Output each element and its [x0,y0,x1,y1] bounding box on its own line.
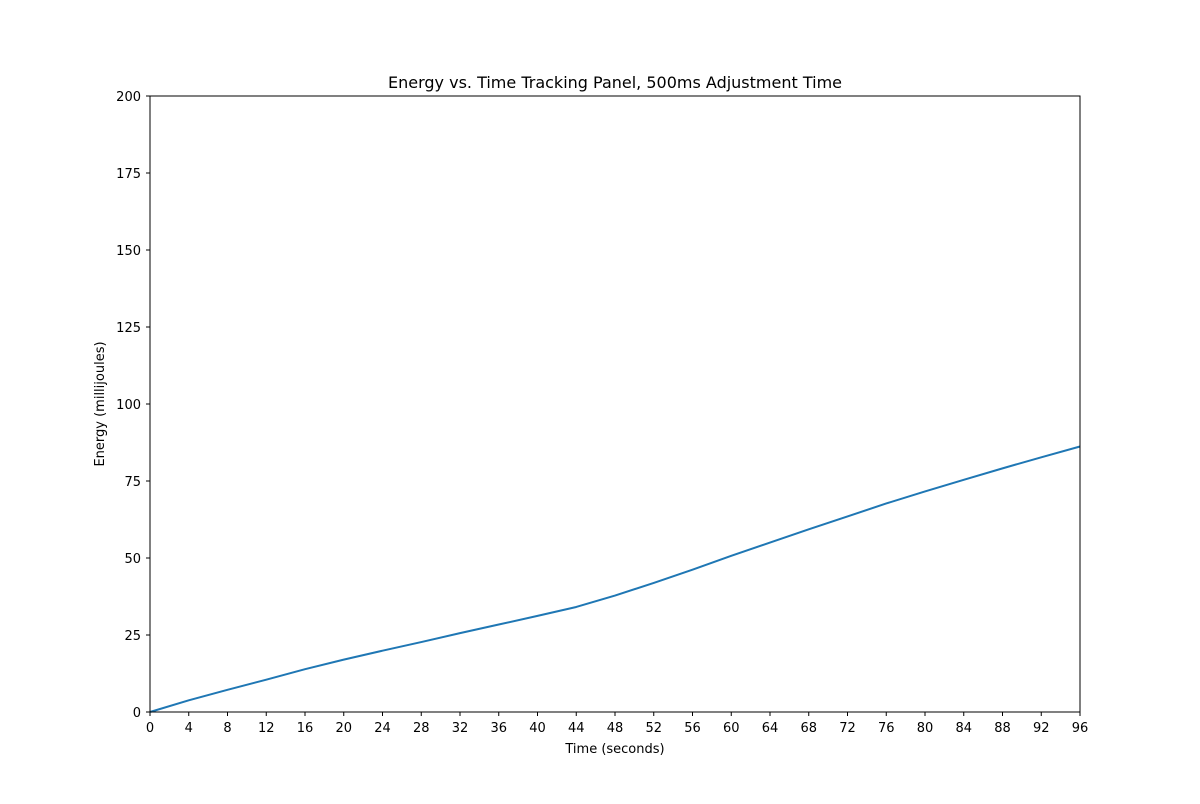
plot-frame [149,95,1081,713]
x-tick-label: 84 [955,721,972,736]
x-tick-label: 12 [258,721,275,736]
x-tick-label: 32 [452,721,469,736]
plot-series [149,445,1081,713]
x-tick-label: 0 [146,721,154,736]
series-line-0 [149,445,1081,713]
x-tick-label: 76 [878,721,895,736]
x-tick-label: 40 [529,721,546,736]
x-tick-label: 60 [723,721,740,736]
x-tick-label: 44 [568,721,585,736]
x-tick-label: 68 [800,721,817,736]
y-tick-label: 200 [116,90,141,105]
x-tick-label: 80 [917,721,934,736]
y-tick-label: 0 [133,706,141,721]
y-tick-label: 25 [124,629,141,644]
y-tick-label: 150 [116,244,141,259]
x-axis-ticks: 0 4 8 12 16 20 24 28 32 36 40 44 48 52 56 60 64 68 72 76 80 8… [146,712,1088,736]
y-tick-label: 100 [116,398,141,413]
x-tick-label: 72 [839,721,856,736]
x-tick-label: 48 [607,721,624,736]
y-tick-label: 75 [124,475,141,490]
x-tick-label: 24 [374,721,391,736]
x-tick-label: 88 [994,721,1011,736]
x-tick-label: 52 [645,721,662,736]
x-tick-label: 96 [1072,721,1089,736]
y-tick-label: 175 [116,167,141,182]
x-tick-label: 56 [684,721,701,736]
x-tick-label: 8 [223,721,231,736]
y-tick-label: 50 [124,552,141,567]
x-tick-label: 92 [1033,721,1050,736]
x-tick-label: 20 [335,721,352,736]
x-axis-label: Time (seconds) [564,742,664,757]
x-tick-label: 16 [297,721,314,736]
chart-title: Energy vs. Time Tracking Panel, 500ms Ad… [388,73,842,92]
y-axis-ticks: 0 25 50 75 100 125 150 175 200 [116,90,150,721]
x-tick-label: 4 [185,721,193,736]
x-tick-label: 64 [762,721,779,736]
x-tick-label: 36 [490,721,507,736]
y-tick-label: 125 [116,321,141,336]
y-axis-label: Energy (millijoules) [93,341,108,466]
x-tick-label: 28 [413,721,430,736]
